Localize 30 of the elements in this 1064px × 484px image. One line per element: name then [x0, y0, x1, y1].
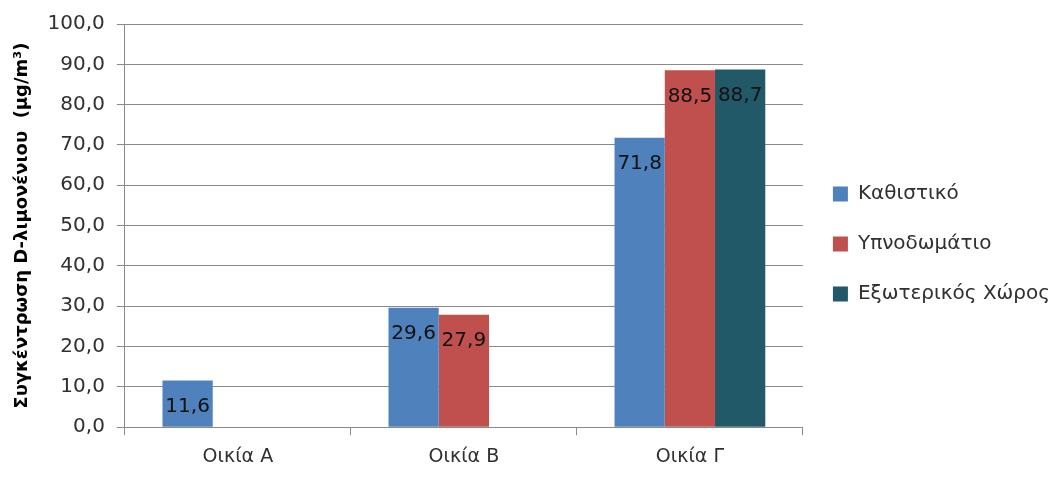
y-axis-title: Συγκέντρωση D-λιμονένιου (μg/m³) [10, 42, 32, 409]
bar [388, 307, 439, 427]
y-tick-label: 70,0 [60, 131, 105, 156]
y-tick-label: 0,0 [73, 413, 105, 438]
bar [438, 314, 490, 427]
data-label: 88,5 [667, 82, 713, 107]
x-tick-label: Οικία Α [202, 443, 274, 466]
bar [162, 380, 213, 427]
data-label: 29,6 [391, 320, 436, 345]
y-tick-label: 50,0 [60, 211, 105, 236]
y-tick-label: 100,0 [47, 10, 105, 35]
y-tick-label: 10,0 [60, 373, 105, 398]
legend-label: Εξωτερικός Χώρος [857, 280, 1050, 305]
bar [614, 137, 665, 427]
bar [715, 69, 766, 427]
y-tick-label: 80,0 [60, 90, 105, 115]
data-label: 11,6 [165, 392, 210, 417]
y-tick-label: 20,0 [60, 332, 105, 357]
legend-label: Καθιστικό [857, 180, 959, 205]
x-tick-label: Οικία Β [428, 443, 500, 466]
x-tick-label: Οικία Γ [655, 443, 725, 466]
y-tick-label: 90,0 [60, 50, 105, 75]
y-tick-label: 30,0 [60, 292, 105, 317]
y-tick-label: 60,0 [60, 171, 105, 196]
data-label: 88,7 [717, 81, 763, 106]
legend-label: Υπνοδωμάτιο [856, 230, 992, 255]
data-label: 27,9 [441, 326, 487, 351]
bar [664, 70, 716, 427]
data-label: 71,8 [617, 149, 662, 174]
y-tick-label: 40,0 [60, 252, 105, 277]
